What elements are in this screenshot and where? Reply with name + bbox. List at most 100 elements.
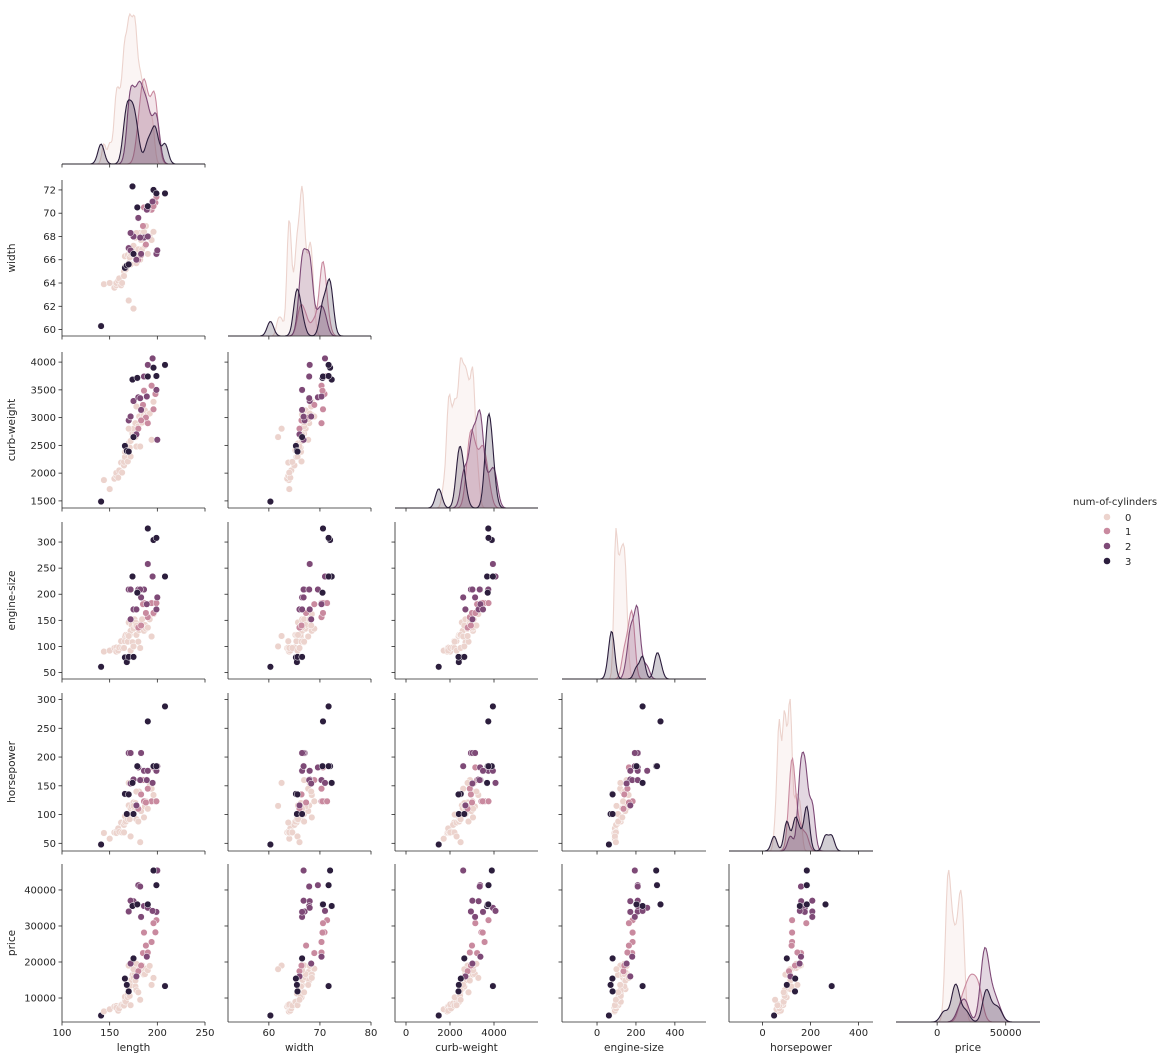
x-tick-label: 400: [665, 1028, 684, 1039]
y-tick-label: 60: [43, 325, 56, 336]
scatter-point: [125, 448, 133, 456]
scatter-point: [435, 663, 443, 671]
x-tick-label: 200: [626, 1028, 645, 1039]
scatter-point: [310, 949, 318, 957]
y-tick-label: 3000: [31, 413, 56, 424]
scatter-point: [136, 644, 144, 652]
kde-fill-horsepower-0: [729, 699, 873, 851]
y-tick-label: 70: [43, 209, 56, 220]
legend-label-2: 2: [1125, 542, 1131, 553]
scatter-point: [152, 386, 160, 394]
scatter-point: [796, 902, 804, 910]
y-axis-label: horsepower: [6, 740, 18, 802]
scatter-point: [468, 779, 476, 788]
x-tick-label: 100: [52, 1028, 71, 1039]
y-tick-label: 200: [37, 590, 56, 601]
scatter-point: [632, 762, 641, 770]
legend: num-of-cylinders 0 1 2 3: [1073, 497, 1157, 568]
scatter-point: [274, 433, 282, 441]
scatter-point: [134, 988, 142, 996]
scatter-point: [129, 954, 138, 962]
y-axis-label: curb-weight: [6, 399, 18, 462]
scatter-point: [468, 615, 476, 623]
scatter-point: [770, 1011, 778, 1020]
scatter-point: [288, 828, 296, 836]
scatter-point: [460, 810, 468, 818]
scatter-point: [142, 942, 150, 950]
scatter-point: [307, 621, 315, 630]
y-tick-label: 3500: [31, 385, 56, 396]
scatter-point: [476, 776, 484, 784]
scatter-point: [464, 817, 473, 826]
scatter-point: [297, 457, 306, 465]
panel-horsepower-vs-price: 0 200 400 horsepower: [725, 864, 873, 1054]
scatter-point: [128, 779, 137, 787]
scatter-point: [625, 919, 633, 927]
scatter-point: [120, 272, 128, 280]
scatter-point: [639, 779, 647, 787]
scatter-point: [298, 954, 306, 962]
scatter-point: [152, 797, 160, 805]
panel-width-vs-horsepower: [224, 693, 372, 855]
scatter-point: [612, 802, 621, 810]
y-tick-label: 250: [37, 564, 56, 575]
y-axis-label: price: [6, 930, 18, 956]
y-tick-label: 300: [37, 538, 56, 549]
scatter-point: [298, 653, 306, 661]
scatter-point: [144, 250, 152, 258]
scatter-point: [144, 560, 152, 568]
scatter-point: [149, 974, 158, 982]
scatter-point: [793, 981, 801, 989]
scatter-point: [471, 593, 479, 601]
panel-curb-weight-vs-engine-size: [391, 522, 538, 683]
scatter-point: [310, 797, 318, 805]
scatter-point: [484, 797, 493, 805]
scatter-point: [142, 798, 150, 807]
scatter-point: [457, 838, 465, 846]
x-axis-label: length: [117, 1042, 150, 1054]
scatter-point: [127, 1001, 135, 1009]
scatter-point: [467, 790, 475, 798]
kde-fill-price-3: [896, 984, 1040, 1022]
y-tick-label: 200: [37, 753, 56, 764]
scatter-point: [123, 981, 131, 989]
legend-label-0: 0: [1125, 513, 1131, 524]
scatter-point: [137, 790, 145, 798]
scatter-point: [623, 948, 631, 957]
scatter-point: [319, 900, 327, 908]
scatter-point: [106, 835, 114, 843]
x-axis-label: engine-size: [604, 1042, 664, 1054]
scatter-point: [106, 485, 114, 493]
panel-engine-size-vs-horsepower: [558, 693, 706, 855]
scatter-point: [631, 913, 639, 921]
scatter-point: [142, 609, 150, 617]
scatter-point: [149, 779, 157, 787]
scatter-point: [137, 593, 145, 601]
kde-fill-horsepower-3: [729, 806, 873, 851]
y-tick-label: 64: [43, 279, 56, 290]
scatter-point: [298, 386, 306, 394]
panel-curb-weight-vs-price: 0 2000 4000 curb-weight: [391, 864, 538, 1054]
kde-fill-engine-size-1: [562, 610, 706, 679]
scatter-point: [457, 996, 465, 1004]
scatter-point: [605, 840, 613, 849]
scatter-point: [274, 965, 282, 973]
x-tick-label: 200: [801, 1028, 820, 1039]
scatter-point: [305, 585, 313, 594]
scatter-point: [319, 919, 327, 927]
scatter-point: [97, 840, 105, 849]
scatter-point: [469, 813, 477, 821]
scatter-point: [298, 749, 306, 757]
scatter-point: [133, 203, 141, 211]
scatter-point: [300, 866, 308, 875]
scatter-point: [307, 412, 315, 421]
scatter-point: [802, 919, 810, 927]
scatter-point: [618, 813, 626, 821]
scatter-point: [306, 361, 314, 369]
scatter-point: [479, 767, 487, 775]
scatter-point: [148, 632, 156, 641]
scatter-point: [129, 642, 138, 650]
scatter-point: [127, 832, 135, 840]
scatter-point: [120, 828, 128, 836]
legend-marker-1: [1103, 527, 1111, 535]
